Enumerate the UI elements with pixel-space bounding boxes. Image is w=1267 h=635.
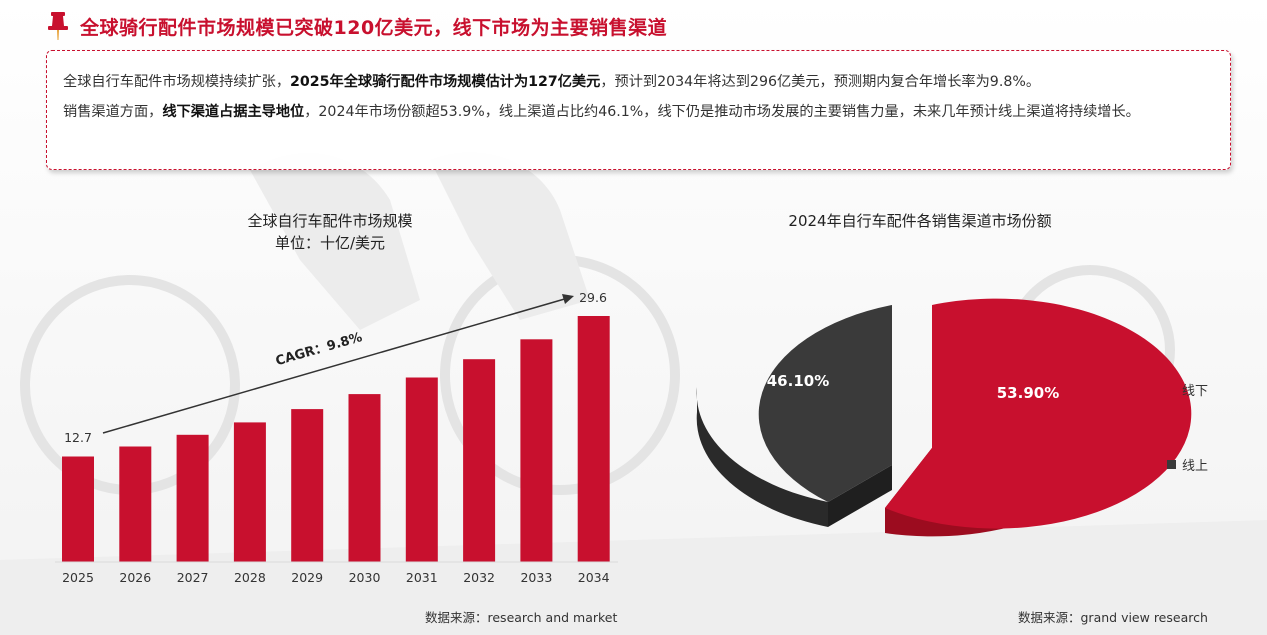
x-tick-label-2031: 2031 — [406, 570, 438, 585]
bar-2027 — [176, 434, 209, 562]
bar-2025 — [62, 456, 94, 562]
bar-2029 — [291, 409, 324, 562]
pie-chart-title: 2024年自行车配件各销售渠道市场份额 — [788, 212, 1052, 230]
legend-label-online: 线上 — [1182, 459, 1209, 474]
bar-2031 — [405, 377, 438, 562]
summary-box: 全球自行车配件市场规模持续扩张，2025年全球骑行配件市场规模估计为127亿美元… — [46, 50, 1231, 170]
x-tick-label-2034: 2034 — [578, 570, 610, 585]
summary-text-2: ，预计到2034年将达到296亿美元，预测期内复合年增长率为9.8%。 — [600, 74, 1041, 90]
pie-slice-online-cut-face — [828, 465, 892, 527]
page-header: 全球骑行配件市场规模已突破120亿美元，线下市场为主要销售渠道 — [46, 8, 667, 44]
x-tick-label-2026: 2026 — [119, 570, 151, 585]
x-tick-label-2025: 2025 — [62, 570, 94, 585]
legend-item-offline: 线下 — [1167, 380, 1208, 399]
pie-chart-source: 数据来源：grand view research — [1018, 610, 1208, 625]
summary-text-1: 全球自行车配件市场规模持续扩张， — [63, 74, 291, 90]
bar-2026 — [119, 446, 152, 562]
bar-2032 — [463, 359, 496, 562]
bar-chart-title-block: 全球自行车配件市场规模 单位：十亿/美元 — [180, 210, 480, 254]
bar-2030 — [348, 394, 381, 562]
bar-2034 — [577, 316, 610, 562]
pushpin-icon — [48, 12, 68, 40]
bar-2033 — [520, 339, 553, 562]
bar-chart-title: 全球自行车配件市场规模 — [247, 212, 413, 230]
pie-slice-online — [758, 305, 892, 502]
pie-label-offline: 53.90% — [997, 384, 1059, 402]
pie-slice-online-side — [696, 387, 828, 527]
pie-label-online: 46.10% — [767, 372, 829, 390]
page-title: 全球骑行配件市场规模已突破120亿美元，线下市场为主要销售渠道 — [80, 16, 668, 39]
summary-highlight-1: 2025年全球骑行配件市场规模估计为127亿美元 — [290, 74, 601, 90]
summary-text-3: 销售渠道方面， — [63, 104, 163, 120]
cagr-arrowhead-icon — [562, 294, 574, 304]
legend-item-online: 线上 — [1167, 455, 1208, 474]
x-tick-label-2029: 2029 — [291, 570, 323, 585]
x-tick-label-2028: 2028 — [234, 570, 266, 585]
bar-last-value-label: 29.6 — [579, 290, 607, 305]
x-tick-label-2027: 2027 — [177, 570, 209, 585]
summary-text-4: ，2024年市场份额超53.9%，线上渠道占比约46.1%，线下仍是推动市场发展… — [304, 104, 1140, 120]
x-tick-label-2033: 2033 — [520, 570, 552, 585]
legend-label-offline: 线下 — [1182, 384, 1209, 399]
pie-slice-offline-top — [885, 298, 1192, 529]
legend-swatch-online — [1167, 460, 1176, 469]
bar-chart-source: 数据来源：research and market — [425, 610, 618, 625]
x-tick-label-2032: 2032 — [463, 570, 495, 585]
bar-chart-unit: 单位：十亿/美元 — [274, 234, 386, 252]
cagr-arrow-line — [102, 297, 569, 434]
summary-highlight-2: 线下渠道占据主导地位 — [162, 104, 305, 120]
bar-first-value-label: 12.7 — [64, 430, 92, 445]
x-tick-label-2030: 2030 — [349, 570, 381, 585]
bar-2028 — [233, 422, 266, 562]
legend-swatch-offline — [1167, 385, 1176, 394]
